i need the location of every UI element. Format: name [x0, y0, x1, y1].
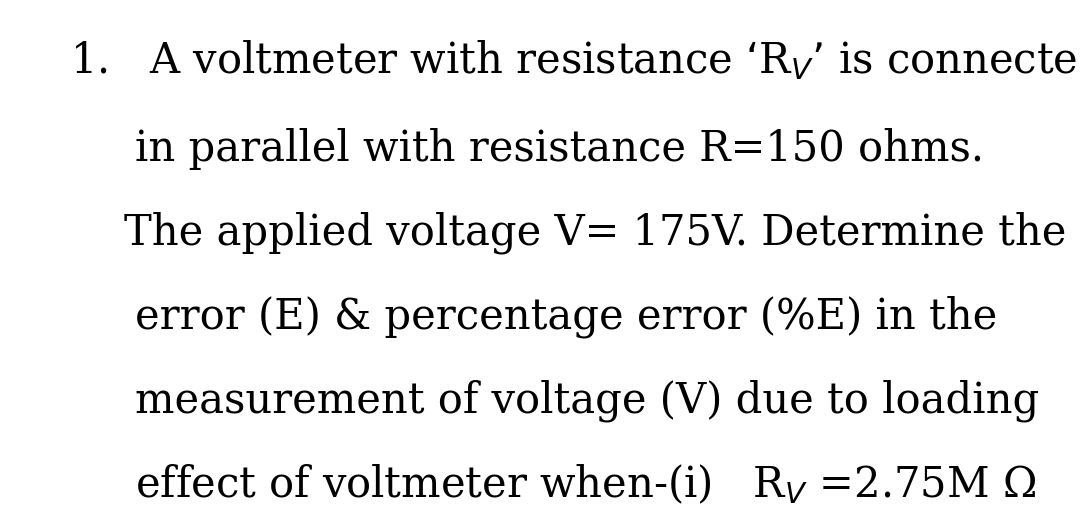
Text: effect of voltmeter when-(i)   R$_{V}$ =2.75M Ω: effect of voltmeter when-(i) R$_{V}$ =2.… — [135, 463, 1036, 507]
Text: measurement of voltage (V) due to loading: measurement of voltage (V) due to loadin… — [135, 379, 1039, 422]
Text: error (E) & percentage error (%E) in the: error (E) & percentage error (%E) in the — [135, 296, 997, 339]
Text: 1.   A voltmeter with resistance ‘R$_{V}$’ is connected: 1. A voltmeter with resistance ‘R$_{V}$’… — [70, 38, 1080, 82]
Text: The applied voltage V= 175V. Determine the: The applied voltage V= 175V. Determine t… — [124, 212, 1067, 255]
Text: in parallel with resistance R=150 ohms.: in parallel with resistance R=150 ohms. — [135, 128, 984, 170]
